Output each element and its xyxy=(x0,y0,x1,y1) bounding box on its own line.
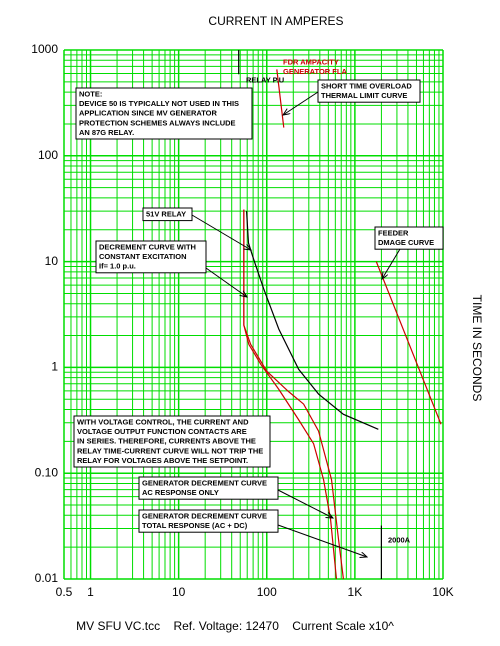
annotation-arrow xyxy=(205,267,247,297)
annotation-box xyxy=(75,87,253,140)
annotation-box xyxy=(138,476,279,500)
x-tick-label: 1 xyxy=(87,585,94,599)
annotation-box xyxy=(142,207,193,222)
annotation-arrow xyxy=(283,91,319,115)
annotation-text: RELAY P.U xyxy=(246,75,284,84)
annotation-text: RELAY FOR VOLTAGES ABOVE THE SETPOINT. xyxy=(77,456,248,465)
annotation-text: IN SERIES. THEREFORE, CURRENTS ABOVE THE xyxy=(77,437,256,446)
annotation-text: DMAGE CURVE xyxy=(378,238,434,247)
annotation-text: APPLICATION SINCE MV GENERATOR xyxy=(79,109,218,118)
x-tick-label: 10 xyxy=(172,585,186,599)
annotation-text: FDR AMPACITY xyxy=(283,57,339,66)
annotation-text: PROTECTION SCHEMES ALWAYS INCLUDE xyxy=(79,118,236,127)
x-tick-label: 1K xyxy=(348,585,363,599)
curve xyxy=(243,209,338,580)
annotation-box xyxy=(73,415,271,468)
annotation-text: 51V RELAY xyxy=(146,209,186,218)
annotation-text: AC RESPONSE ONLY xyxy=(142,488,219,497)
annotation-text: SHORT TIME OVERLOAD xyxy=(321,81,412,90)
annotation-box xyxy=(374,226,444,250)
annotation-text: AN 87G RELAY. xyxy=(79,128,134,137)
footer: MV SFU VC.tcc Ref. Voltage: 12470 Curren… xyxy=(76,619,394,633)
annotation-text: CONSTANT EXCITATION xyxy=(99,252,187,261)
annotation-arrow xyxy=(191,214,251,250)
annotation-text: GENERATOR FLA xyxy=(283,67,347,76)
annotation-text: If= 1.0 p.u. xyxy=(99,262,136,271)
annotation-text: GENERATOR DECREMENT CURVE xyxy=(142,511,267,520)
annotation-arrow xyxy=(382,248,401,279)
y-tick-label: 1000 xyxy=(31,42,58,56)
x-tick-label: 0.5 xyxy=(56,585,73,599)
annotation-text: FEEDER xyxy=(378,228,409,237)
annotation-text: TOTAL RESPONSE (AC + DC) xyxy=(142,521,248,530)
annotation-text: WITH VOLTAGE CONTROL, THE CURRENT AND xyxy=(77,417,249,426)
chart-title: CURRENT IN AMPERES xyxy=(208,14,343,28)
curve xyxy=(243,209,345,580)
annotation-box xyxy=(95,240,207,274)
annotation-text: NOTE: xyxy=(79,89,102,98)
annotation-text: RELAY TIME-CURRENT CURVE WILL NOT TRIP T… xyxy=(77,446,263,455)
annotation-text: THERMAL LIMIT CURVE xyxy=(321,91,407,100)
y-axis-label: TIME IN SECONDS xyxy=(470,295,484,402)
x-tick-label: 100 xyxy=(257,585,277,599)
curve xyxy=(276,69,285,128)
y-tick-label: 0.01 xyxy=(35,571,59,585)
annotation-arrow xyxy=(277,489,333,518)
annotation-text: DEVICE 50 IS TYPICALLY NOT USED IN THIS xyxy=(79,99,239,108)
y-tick-label: 10 xyxy=(45,254,59,268)
annotation-box xyxy=(317,79,421,103)
annotation-text: DECREMENT CURVE WITH xyxy=(99,242,196,251)
x-tick-label: 10K xyxy=(432,585,453,599)
annotation-arrow xyxy=(277,524,367,557)
annotation-text: GENERATOR DECREMENT CURVE xyxy=(142,478,267,487)
y-tick-label: 100 xyxy=(38,148,58,162)
annotation-box xyxy=(138,509,279,533)
y-tick-label: 1 xyxy=(51,360,58,374)
curve xyxy=(375,261,442,425)
annotation-text: VOLTAGE OUTPUT FUNCTION CONTACTS ARE xyxy=(77,427,247,436)
annotation-text: 2000A xyxy=(388,535,411,544)
y-tick-label: 0.10 xyxy=(35,465,59,479)
